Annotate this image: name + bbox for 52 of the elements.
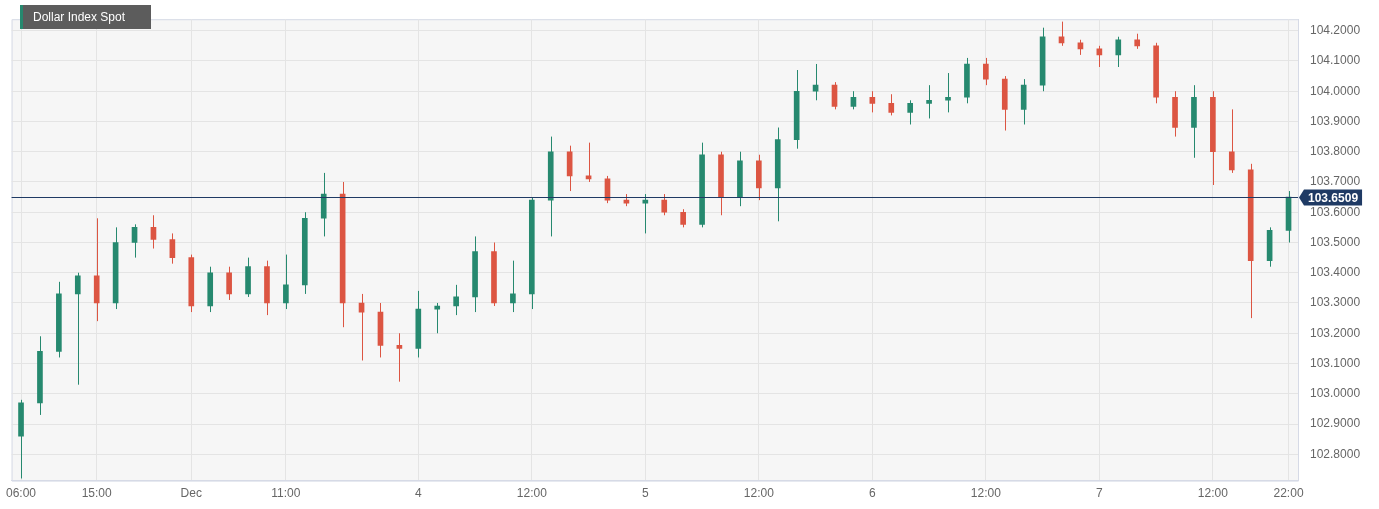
y-tick-label: 104.0000: [1310, 83, 1361, 98]
x-tick-label: Dec: [180, 486, 202, 501]
y-tick-label: 103.6000: [1310, 204, 1361, 219]
ref-line-label: 103.6509: [1308, 190, 1359, 205]
candlestick: [869, 90, 876, 113]
candlestick: [1115, 36, 1122, 68]
x-tick-label: 22:00: [1273, 486, 1304, 501]
candlestick: [926, 84, 932, 119]
y-tick-label: 104.2000: [1310, 23, 1361, 38]
y-tick-label: 103.8000: [1310, 144, 1361, 159]
y-tick-label: 103.1000: [1310, 355, 1361, 370]
x-tick-label: 5: [641, 486, 649, 501]
title-badge: Dollar Index Spot: [20, 5, 152, 29]
x-tick-label: 12:00: [743, 486, 775, 501]
candlestick: [131, 223, 138, 259]
y-tick-label: 102.8000: [1310, 446, 1361, 461]
x-tick-label: 7: [1096, 486, 1104, 501]
candlestick: [150, 214, 157, 250]
candlestick: [661, 193, 668, 216]
y-tick-label: 103.2000: [1310, 325, 1361, 340]
candlestick: [396, 332, 403, 383]
candlestick: [945, 72, 951, 113]
candlestick: [1228, 108, 1235, 174]
y-tick-label: 102.9000: [1310, 416, 1361, 431]
candlestick: [510, 260, 516, 313]
candlestick: [453, 284, 459, 316]
candlestick: [1058, 21, 1065, 47]
x-tick-label: 12:00: [970, 486, 1002, 501]
y-tick-label: 103.4000: [1310, 265, 1361, 280]
candlestick: [680, 208, 686, 228]
x-tick-label: 12:00: [516, 486, 548, 501]
y-tick-label: 103.5000: [1310, 234, 1361, 249]
x-tick-label: 12:00: [1197, 486, 1229, 501]
y-tick-label: 103.3000: [1310, 295, 1361, 310]
candlestick: [169, 232, 176, 265]
y-tick-label: 104.1000: [1310, 53, 1361, 68]
x-tick-label: 4: [414, 486, 422, 501]
x-tick-label: 11:00: [271, 486, 301, 501]
candlestick: [226, 266, 232, 301]
candlestick: [888, 93, 895, 116]
x-tick-label: 06:00: [6, 486, 37, 501]
candlestick: [812, 63, 819, 101]
candlestick: [74, 272, 81, 386]
y-tick-label: 103.9000: [1310, 113, 1361, 128]
y-tick-label: 103.0000: [1310, 386, 1361, 401]
candlestick: [283, 254, 289, 310]
x-tick-label: 6: [869, 486, 876, 501]
candlestick: [983, 57, 989, 86]
y-tick-label: 103.7000: [1310, 174, 1361, 189]
x-tick-label: 15:00: [81, 486, 113, 501]
candlestick: [907, 99, 914, 125]
candlestick: [850, 90, 857, 110]
